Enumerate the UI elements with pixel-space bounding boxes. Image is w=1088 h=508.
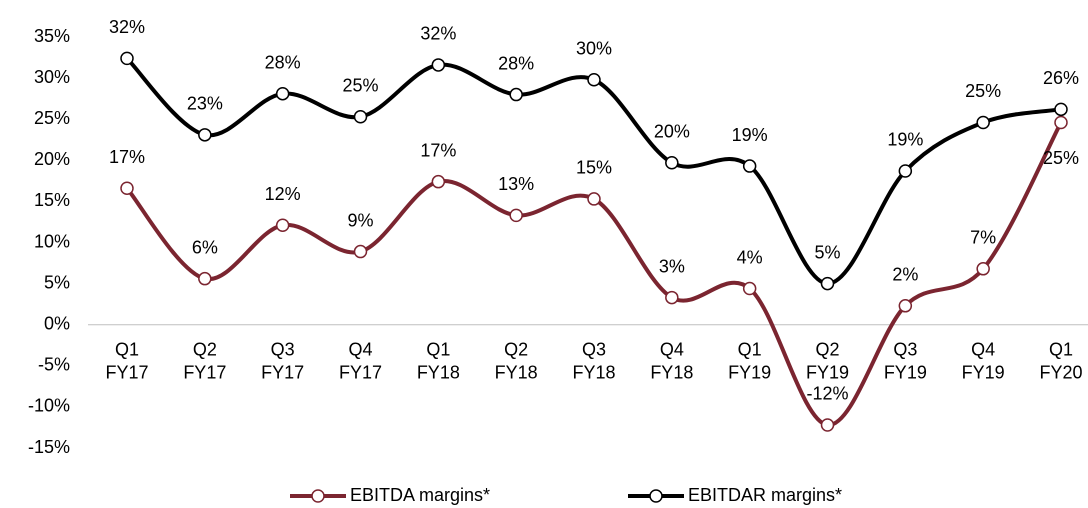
y-tick-label: -5% xyxy=(38,355,70,375)
data-point xyxy=(275,86,290,101)
data-label: 32% xyxy=(109,17,145,37)
data-label: 12% xyxy=(265,184,301,204)
data-label: 28% xyxy=(265,52,301,72)
data-label: 5% xyxy=(814,242,840,262)
data-label: 32% xyxy=(420,24,456,44)
legend-marker xyxy=(649,489,663,503)
data-point xyxy=(198,271,212,286)
y-tick-label: -10% xyxy=(28,396,70,416)
data-label: 9% xyxy=(347,210,373,230)
x-tick-label: Q1 FY18 xyxy=(417,339,460,382)
data-label: 3% xyxy=(659,256,685,276)
data-point xyxy=(742,281,757,296)
data-label: 30% xyxy=(576,38,612,58)
x-tick-label: Q2 FY18 xyxy=(495,339,538,382)
y-tick-label: 10% xyxy=(34,231,70,251)
data-point xyxy=(665,290,679,305)
x-tick-label: Q4 FY17 xyxy=(339,339,382,382)
x-tick-label: Q2 FY17 xyxy=(183,339,226,382)
data-point xyxy=(120,51,134,66)
legend-marker xyxy=(311,489,325,503)
data-label: 25% xyxy=(1043,148,1079,168)
data-label: 19% xyxy=(732,125,768,145)
data-label: 26% xyxy=(1043,68,1079,88)
data-point xyxy=(587,192,601,206)
x-tick-label: Q1 FY20 xyxy=(1039,339,1082,382)
y-tick-label: 20% xyxy=(34,149,70,169)
data-point xyxy=(587,72,601,87)
data-point xyxy=(198,128,212,142)
y-tick-label: -15% xyxy=(28,437,70,457)
x-tick-label: Q1 FY19 xyxy=(728,339,771,382)
data-point xyxy=(431,174,446,189)
data-label: 7% xyxy=(970,228,996,248)
data-point xyxy=(976,262,990,276)
data-label: -12% xyxy=(806,384,848,404)
legend-label: EBITDA margins* xyxy=(350,485,490,505)
x-tick-label: Q3 FY19 xyxy=(884,339,927,382)
data-point xyxy=(820,418,835,432)
data-point xyxy=(509,208,523,223)
data-point xyxy=(120,181,134,195)
data-point xyxy=(353,244,368,259)
x-tick-label: Q4 FY18 xyxy=(650,339,693,382)
data-label: 25% xyxy=(965,81,1001,101)
data-point xyxy=(820,276,835,291)
data-point xyxy=(976,115,990,130)
data-label: 23% xyxy=(187,94,223,114)
y-tick-label: 0% xyxy=(44,313,70,333)
data-point xyxy=(275,218,290,232)
data-label: 2% xyxy=(892,265,918,285)
legend-label: EBITDAR margins* xyxy=(688,485,842,505)
data-point xyxy=(431,58,446,72)
data-point xyxy=(742,159,757,173)
data-label: 17% xyxy=(420,140,456,160)
data-label: 17% xyxy=(109,147,145,167)
x-tick-label: Q3 FY17 xyxy=(261,339,304,382)
x-tick-label: Q2 FY19 xyxy=(806,339,849,382)
x-tick-label: Q3 FY18 xyxy=(572,339,615,382)
y-tick-label: 5% xyxy=(44,272,70,292)
data-label: 4% xyxy=(737,247,763,267)
data-label: 15% xyxy=(576,158,612,178)
data-label: 6% xyxy=(192,237,218,257)
data-point xyxy=(898,164,913,178)
data-label: 20% xyxy=(654,122,690,142)
y-tick-label: 35% xyxy=(34,26,70,46)
x-tick-label: Q1 FY17 xyxy=(105,339,148,382)
x-tick-label: Q4 FY19 xyxy=(962,339,1005,382)
data-point xyxy=(1054,115,1068,130)
y-tick-label: 15% xyxy=(34,190,70,210)
y-tick-label: 25% xyxy=(34,108,70,128)
data-point xyxy=(353,109,368,124)
data-label: 28% xyxy=(498,53,534,73)
data-point xyxy=(509,87,523,102)
data-point xyxy=(898,299,913,313)
data-point xyxy=(1054,102,1068,117)
data-label: 13% xyxy=(498,174,534,194)
data-label: 19% xyxy=(887,130,923,150)
data-label: 25% xyxy=(342,75,378,95)
y-tick-label: 30% xyxy=(34,67,70,87)
data-point xyxy=(665,156,679,170)
